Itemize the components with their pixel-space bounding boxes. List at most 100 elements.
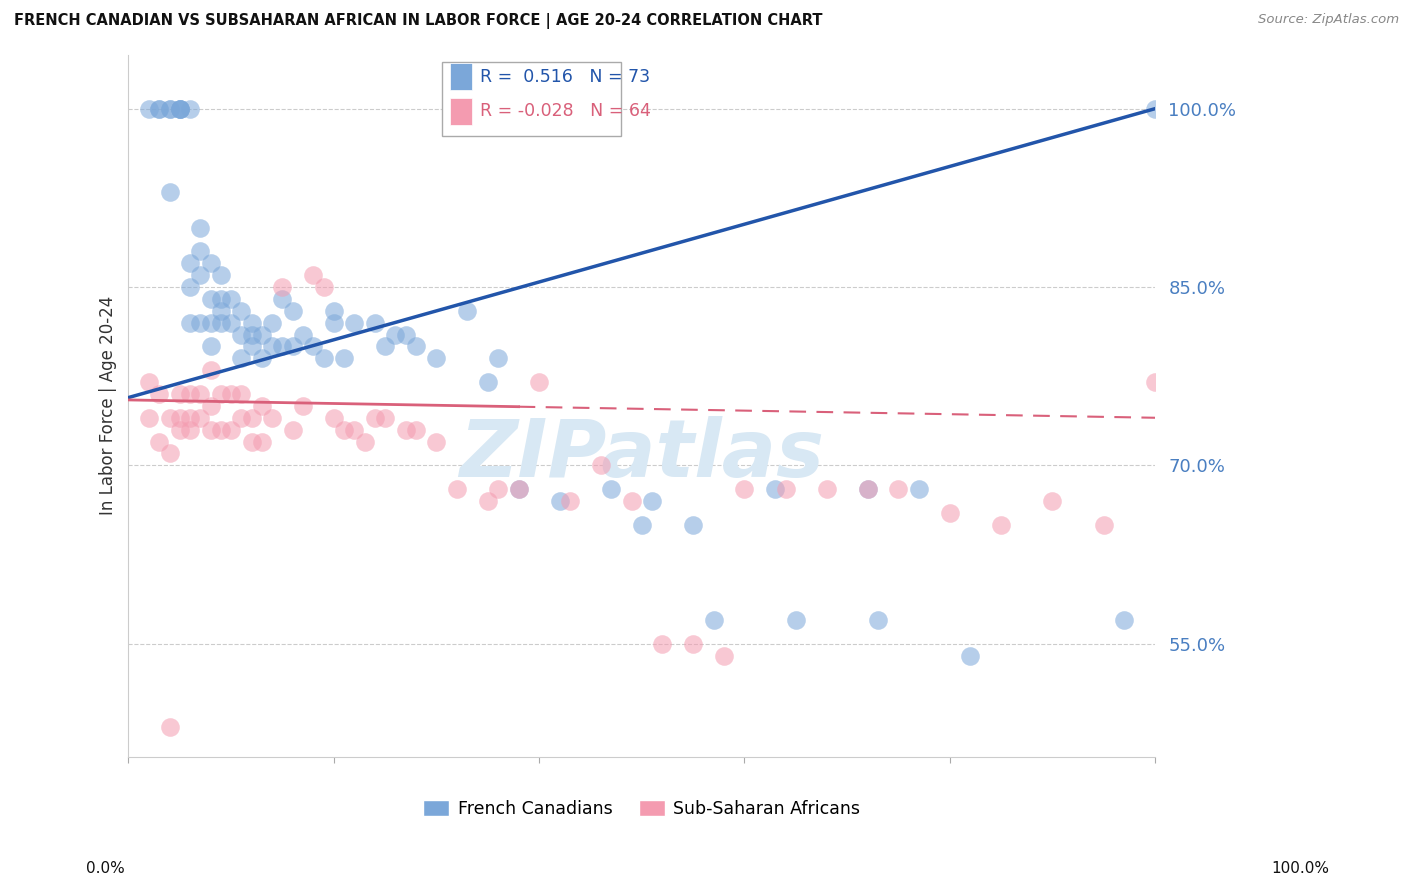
- Point: [250, 434, 273, 449]
- Point: [188, 244, 211, 259]
- Point: [364, 316, 387, 330]
- Point: [179, 102, 201, 116]
- Point: [620, 494, 643, 508]
- Point: [292, 327, 315, 342]
- Point: [231, 410, 253, 425]
- Point: [262, 410, 284, 425]
- Point: [322, 316, 344, 330]
- Point: [775, 482, 797, 496]
- Point: [343, 423, 366, 437]
- Point: [159, 185, 181, 199]
- Point: [169, 102, 191, 116]
- Point: [240, 327, 263, 342]
- Point: [908, 482, 931, 496]
- Point: [959, 648, 981, 663]
- Point: [200, 363, 222, 377]
- Point: [292, 399, 315, 413]
- Point: [939, 506, 962, 520]
- Point: [600, 482, 623, 496]
- Point: [384, 327, 406, 342]
- Point: [240, 339, 263, 353]
- Point: [169, 102, 191, 116]
- Point: [364, 410, 387, 425]
- Point: [179, 316, 201, 330]
- Point: [138, 375, 160, 389]
- Point: [322, 303, 344, 318]
- Point: [651, 637, 673, 651]
- Point: [486, 482, 509, 496]
- Point: [733, 482, 755, 496]
- Point: [508, 482, 530, 496]
- Point: [456, 303, 478, 318]
- Point: [887, 482, 910, 496]
- Point: [231, 351, 253, 366]
- Point: [209, 387, 232, 401]
- Point: [148, 102, 170, 116]
- Point: [169, 410, 191, 425]
- Point: [179, 256, 201, 270]
- Point: [353, 434, 375, 449]
- Point: [219, 292, 242, 306]
- Point: [159, 720, 181, 734]
- Point: [682, 637, 704, 651]
- Point: [179, 280, 201, 294]
- FancyBboxPatch shape: [450, 63, 472, 90]
- Point: [209, 292, 232, 306]
- Point: [446, 482, 468, 496]
- Point: [815, 482, 838, 496]
- Point: [425, 434, 447, 449]
- Legend: French Canadians, Sub-Saharan Africans: French Canadians, Sub-Saharan Africans: [416, 793, 868, 825]
- Point: [159, 446, 181, 460]
- Point: [312, 351, 335, 366]
- Point: [209, 268, 232, 282]
- Point: [188, 387, 211, 401]
- Point: [990, 517, 1012, 532]
- Point: [763, 482, 786, 496]
- Text: 0.0%: 0.0%: [86, 861, 125, 876]
- Point: [159, 102, 181, 116]
- Point: [302, 268, 325, 282]
- Point: [240, 316, 263, 330]
- Point: [630, 517, 652, 532]
- Point: [179, 387, 201, 401]
- Point: [405, 423, 427, 437]
- Point: [333, 423, 356, 437]
- Point: [682, 517, 704, 532]
- Point: [405, 339, 427, 353]
- Point: [138, 410, 160, 425]
- Point: [589, 458, 612, 473]
- Point: [209, 303, 232, 318]
- Point: [703, 613, 725, 627]
- Point: [219, 316, 242, 330]
- Text: ZIPatlas: ZIPatlas: [460, 416, 824, 494]
- Point: [240, 410, 263, 425]
- Point: [159, 102, 181, 116]
- Point: [343, 316, 366, 330]
- Point: [395, 327, 418, 342]
- Point: [374, 339, 396, 353]
- Point: [641, 494, 664, 508]
- Point: [250, 399, 273, 413]
- Point: [477, 375, 499, 389]
- Point: [148, 434, 170, 449]
- Point: [148, 102, 170, 116]
- Point: [312, 280, 335, 294]
- Point: [1092, 517, 1115, 532]
- Point: [209, 423, 232, 437]
- Point: [188, 410, 211, 425]
- Point: [231, 327, 253, 342]
- Point: [271, 292, 294, 306]
- Point: [1042, 494, 1064, 508]
- Point: [785, 613, 807, 627]
- Point: [527, 375, 550, 389]
- Point: [425, 351, 447, 366]
- Point: [159, 410, 181, 425]
- Point: [179, 423, 201, 437]
- Point: [271, 280, 294, 294]
- Point: [374, 410, 396, 425]
- Point: [262, 316, 284, 330]
- Point: [477, 494, 499, 508]
- Point: [169, 102, 191, 116]
- Text: 100.0%: 100.0%: [1271, 861, 1330, 876]
- Text: Source: ZipAtlas.com: Source: ZipAtlas.com: [1258, 13, 1399, 27]
